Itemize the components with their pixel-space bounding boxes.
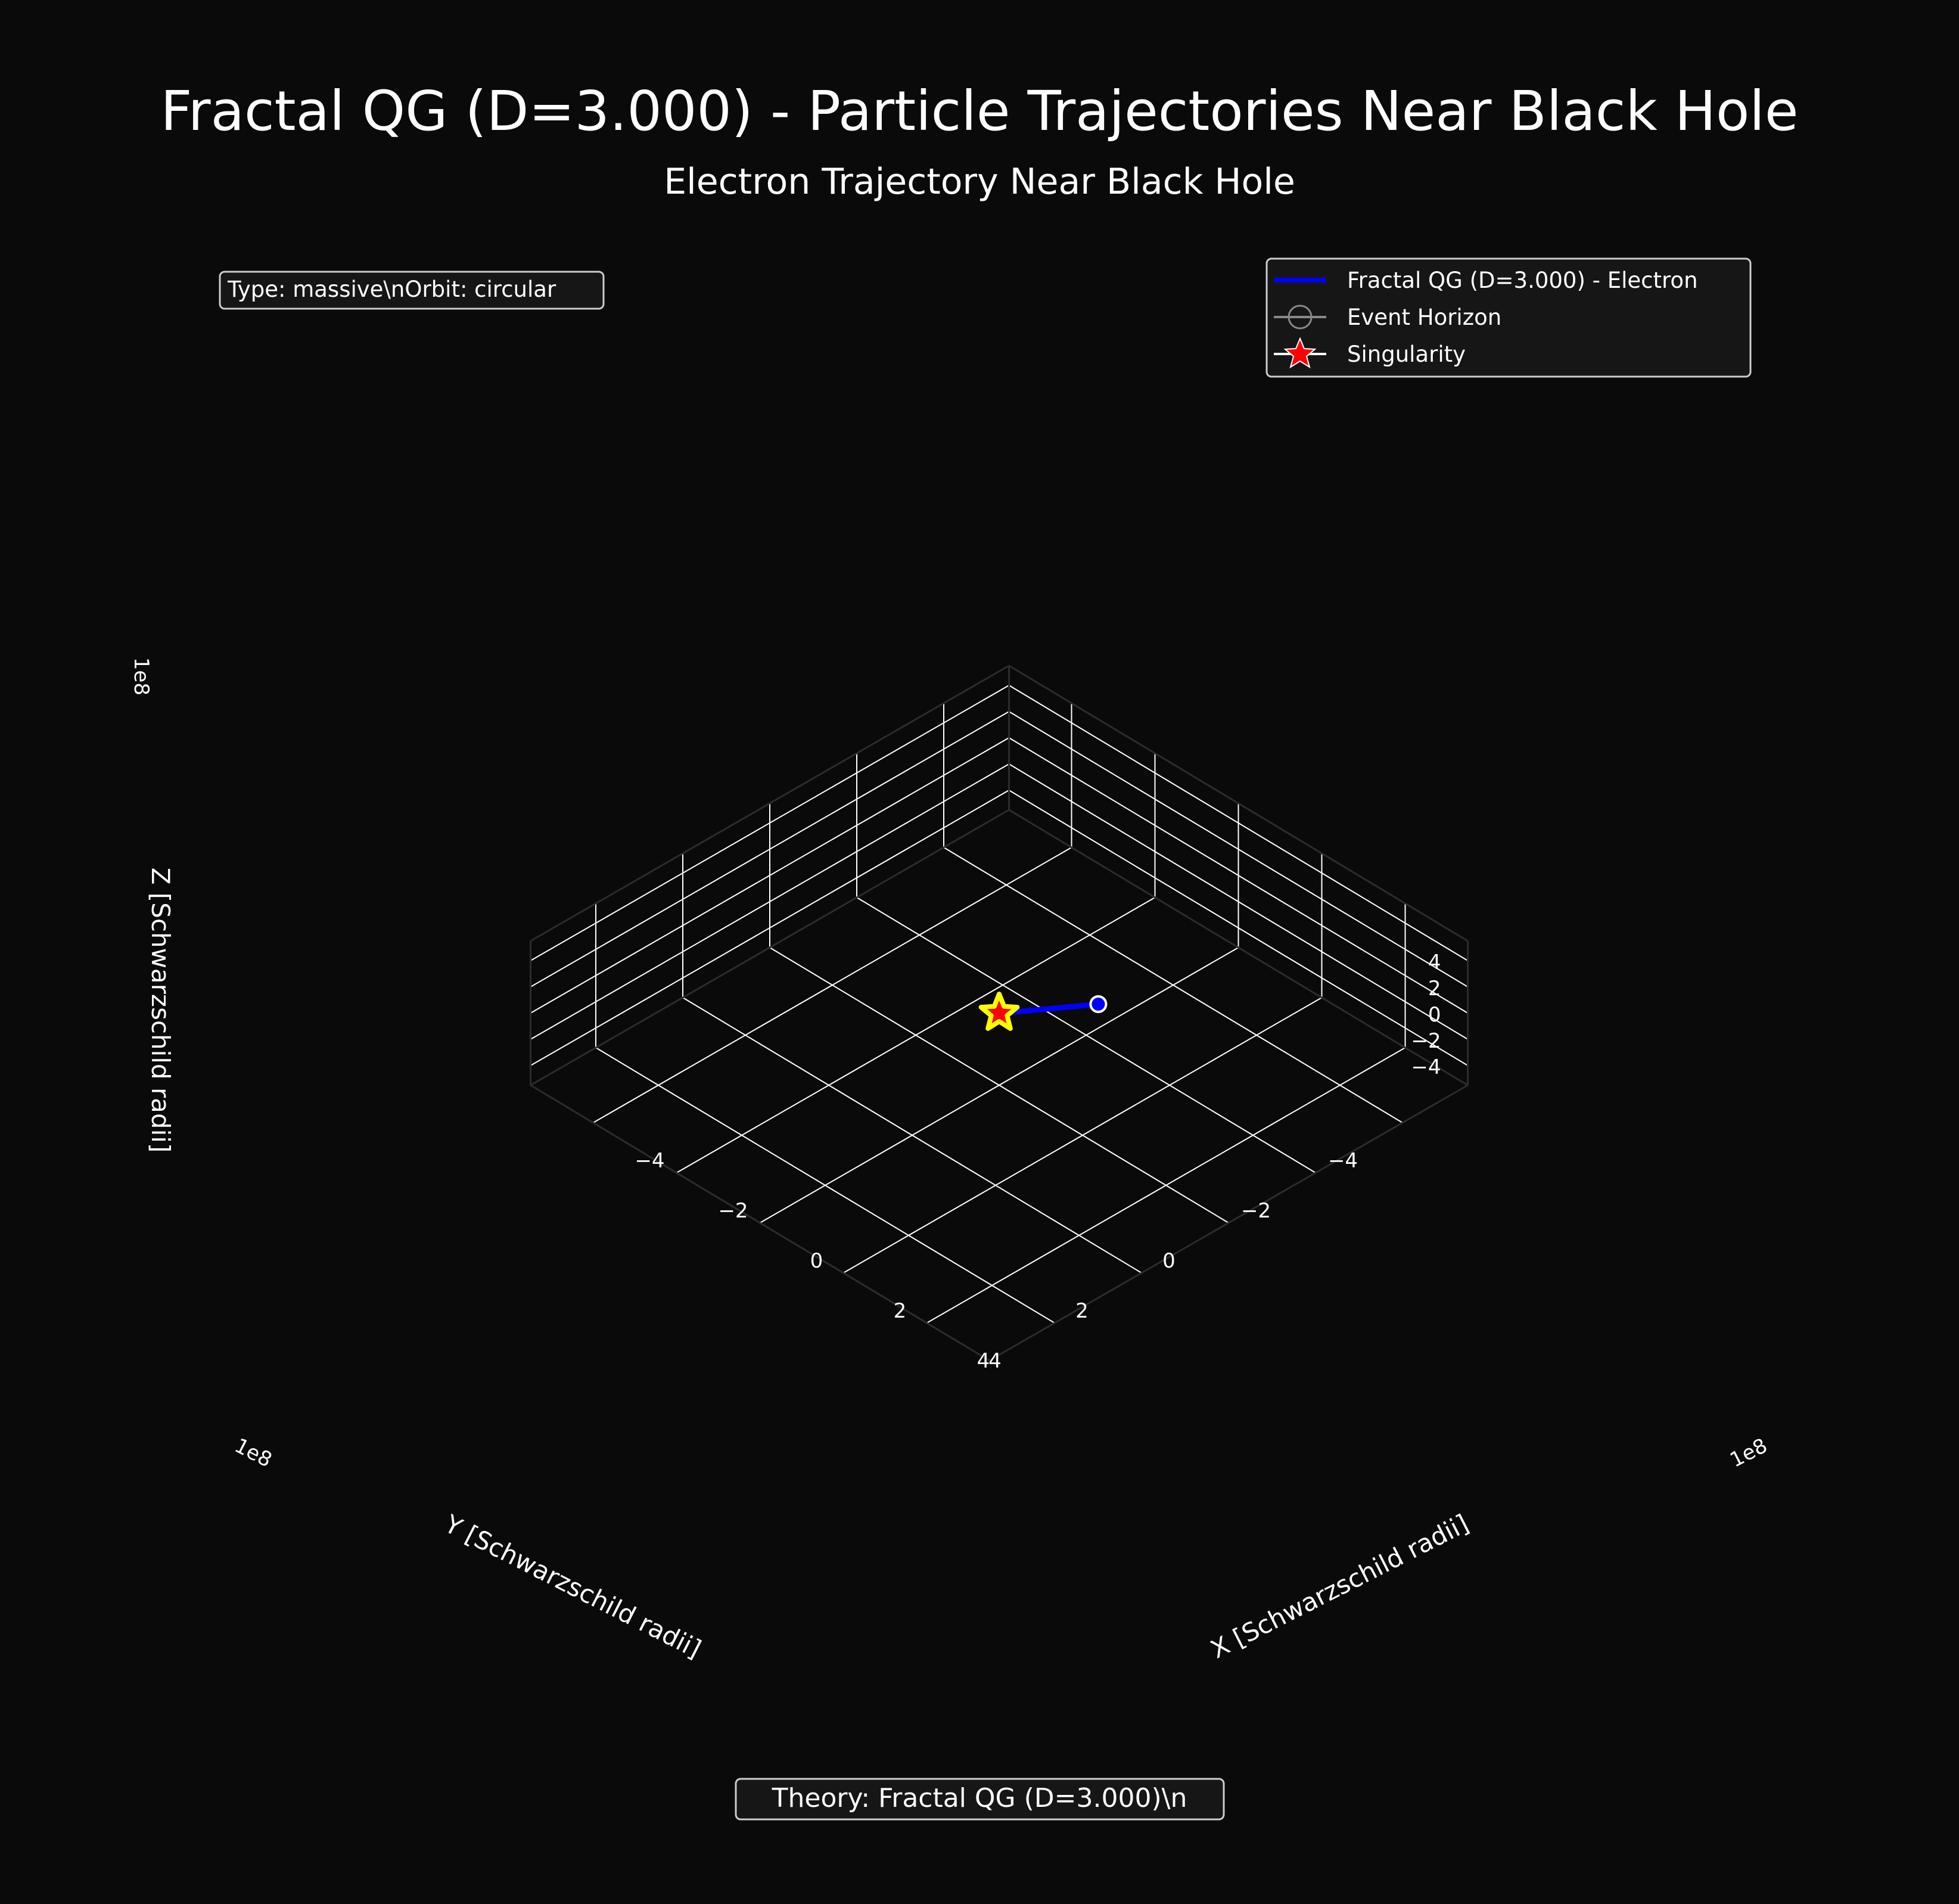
y-tick-label: −4 <box>1328 1149 1358 1173</box>
pane-edge-1 <box>530 664 1010 942</box>
z-tick-label: −4 <box>1411 1055 1441 1079</box>
gridline-z-left-4 <box>530 685 1009 961</box>
x-tick-label: −2 <box>718 1199 748 1223</box>
gridline-z-right-4 <box>1008 685 1469 961</box>
trajectory-line <box>1000 1001 1101 1016</box>
gridline-x-floor-3 <box>843 997 1322 1274</box>
pane-edges <box>530 664 1469 1362</box>
trajectory-start-marker <box>1089 995 1108 1013</box>
legend-label-electron: Fractal QG (D=3.000) - Electron <box>1347 268 1698 293</box>
x-tick-label: 4 <box>977 1349 990 1373</box>
chart-title: Fractal QG (D=3.000) - Particle Trajecto… <box>161 79 1799 143</box>
legend-singularity-star-icon <box>1283 337 1317 369</box>
gridline-z-left-2 <box>530 737 1009 1014</box>
legend-label-horizon: Event Horizon <box>1347 305 1501 330</box>
gridline-y-floor-4 <box>595 1047 1055 1324</box>
y-tick-label: 4 <box>988 1349 1002 1373</box>
singularity-star-marker <box>978 992 1020 1031</box>
pane-edge-8 <box>530 1084 990 1362</box>
x-tick-label: 2 <box>894 1299 907 1323</box>
info-box-text: Type: massive\nOrbit: circular <box>227 277 556 302</box>
z-tick-label: 0 <box>1428 1003 1441 1027</box>
y-axis-label: Y [Schwarzschild radii] <box>440 1509 706 1664</box>
legend-horizon-circle-icon <box>1288 305 1313 330</box>
y-tick-label: −2 <box>1241 1199 1271 1223</box>
y-axis-multiplier: 1e8 <box>231 1434 275 1473</box>
y-tick-label: 2 <box>1075 1299 1089 1323</box>
z-tick-label: 2 <box>1428 977 1441 1001</box>
plot-data <box>978 992 1108 1031</box>
chart-subtitle: Electron Trajectory Near Black Hole <box>664 161 1295 203</box>
gridline-y-floor-2 <box>769 947 1229 1223</box>
x-axis-multiplier: 1e8 <box>1726 1434 1771 1473</box>
legend-label-singularity: Singularity <box>1347 341 1466 367</box>
pane-edge-7 <box>988 1084 1469 1362</box>
theory-box: Theory: Fractal QG (D=3.000)\n <box>735 1778 1225 1821</box>
z-axis-label: Z [Schwarzschild radii] <box>146 868 175 1153</box>
gridline-x-floor-4 <box>926 1047 1405 1324</box>
theory-box-text: Theory: Fractal QG (D=3.000)\n <box>772 1783 1187 1813</box>
z-tick-label: −2 <box>1411 1029 1441 1053</box>
gridline-z-right-3 <box>1008 711 1469 987</box>
gridline-y-floor-3 <box>682 997 1142 1274</box>
z-axis-multiplier: 1e8 <box>129 657 153 695</box>
y-tick-label: 0 <box>1162 1249 1176 1273</box>
legend: Fractal QG (D=3.000) - Electron Event Ho… <box>1265 257 1752 378</box>
x-axis-label: X [Schwarzschild radii] <box>1206 1509 1473 1664</box>
gridlines <box>530 685 1469 1324</box>
pane-edge-3 <box>530 809 1010 1086</box>
info-box: Type: massive\nOrbit: circular <box>219 271 605 310</box>
x-tick-label: −4 <box>635 1149 664 1173</box>
x-tick-label: 0 <box>810 1249 823 1273</box>
pane-edge-4 <box>1008 664 1469 942</box>
pane-edge-6 <box>1008 809 1469 1086</box>
z-tick-label: 4 <box>1428 951 1441 974</box>
gridline-z-right-2 <box>1008 737 1469 1014</box>
gridline-z-left-3 <box>530 711 1009 987</box>
